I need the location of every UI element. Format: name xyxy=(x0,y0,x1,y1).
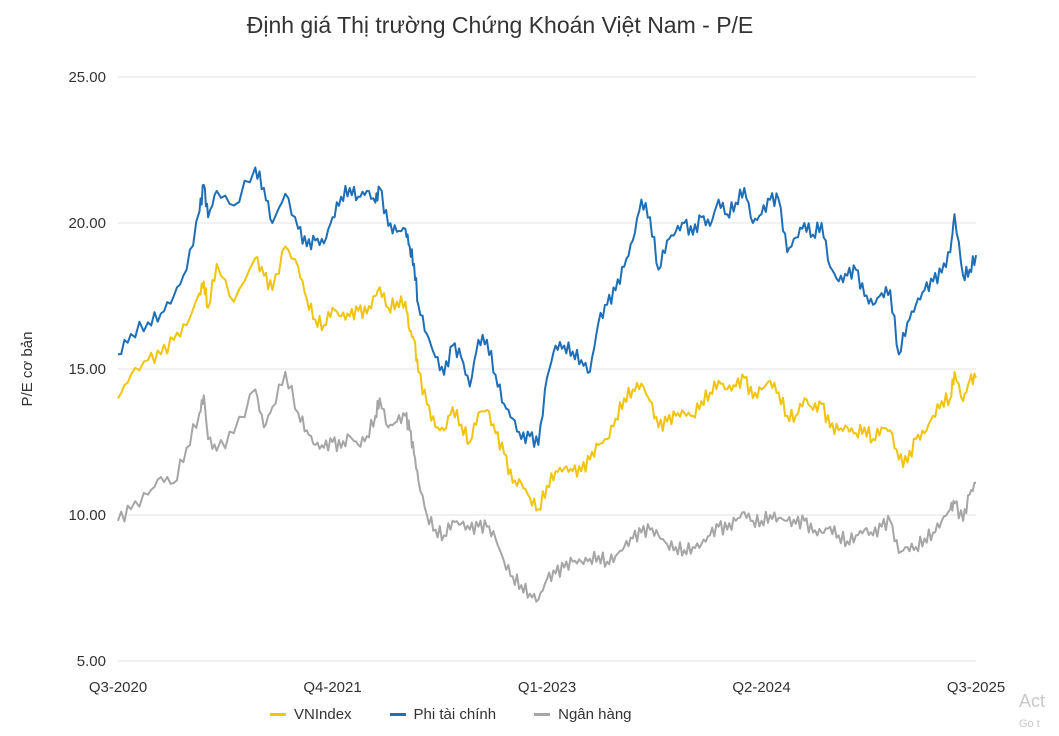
x-tick-label: Q3-2025 xyxy=(947,679,1005,696)
legend: VNIndex Phi tài chính Ngân hàng xyxy=(270,706,632,723)
legend-swatch-phi-tai-chinh xyxy=(389,713,406,716)
legend-label-vnindex: VNIndex xyxy=(294,706,352,723)
legend-swatch-vnindex xyxy=(270,713,286,716)
legend-item-ngan-hang[interactable]: Ngân hàng xyxy=(534,706,632,723)
series-line-ngân-hàng xyxy=(117,370,977,603)
y-tick-label: 10.00 xyxy=(68,507,106,524)
legend-label-phi-tai-chinh: Phi tài chính xyxy=(413,706,497,723)
series-line-vnindex xyxy=(117,245,977,512)
activation-watermark-sub: Go t xyxy=(1019,718,1040,730)
y-tick-label: 15.00 xyxy=(68,361,106,378)
x-tick-labels: Q3-2020 Q4-2021 Q1-2023 Q2-2024 Q3-2025 xyxy=(89,679,1005,696)
legend-label-ngan-hang: Ngân hàng xyxy=(558,706,632,723)
x-tick-label: Q1-2023 xyxy=(518,679,576,696)
activation-watermark: Act xyxy=(1019,691,1046,711)
legend-item-vnindex[interactable]: VNIndex xyxy=(270,706,352,723)
y-tick-label: 5.00 xyxy=(77,653,106,670)
y-tick-label: 20.00 xyxy=(68,215,106,232)
x-tick-label: Q4-2021 xyxy=(303,679,361,696)
y-axis-label: P/E cơ bản xyxy=(19,332,36,407)
legend-swatch-ngan-hang xyxy=(534,713,551,716)
series-lines xyxy=(117,166,977,603)
chart-title: Định giá Thị trường Chứng Khoán Việt Nam… xyxy=(246,12,754,38)
legend-item-phi-tai-chinh[interactable]: Phi tài chính xyxy=(389,706,497,723)
series-line-phi-tài-chính xyxy=(117,166,977,448)
x-tick-label: Q2-2024 xyxy=(732,679,790,696)
x-tick-label: Q3-2020 xyxy=(89,679,147,696)
y-gridlines xyxy=(118,76,976,662)
y-tick-labels: 5.00 10.00 15.00 20.00 25.00 xyxy=(68,69,106,670)
y-tick-label: 25.00 xyxy=(68,69,106,86)
